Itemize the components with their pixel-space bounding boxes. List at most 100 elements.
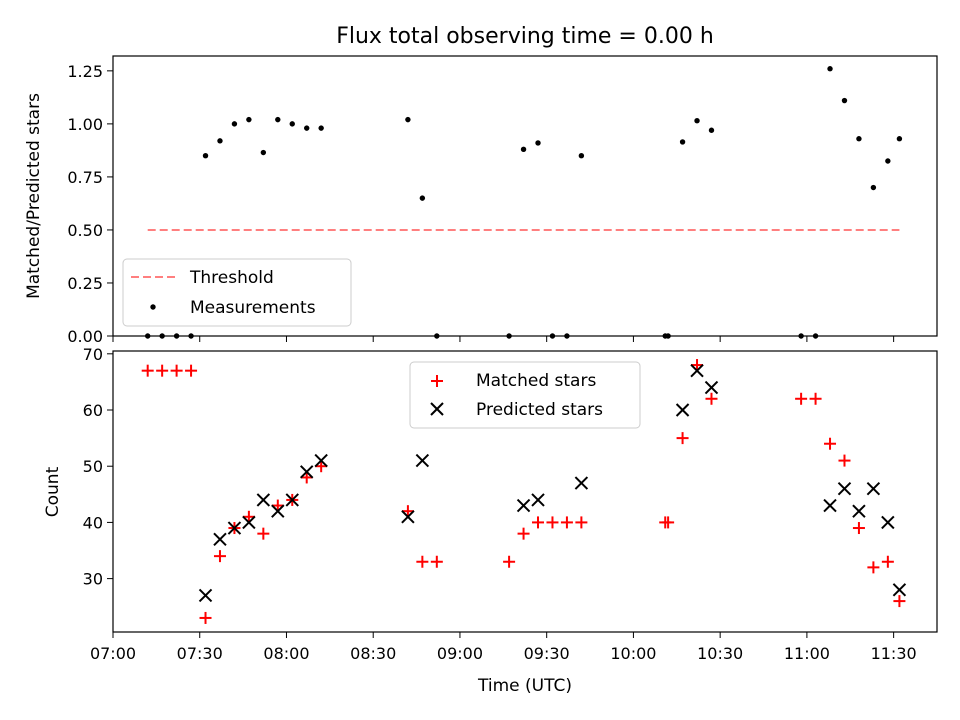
legend-predicted-label: Predicted stars <box>476 400 603 420</box>
predicted-star-point <box>866 481 881 496</box>
measurement-point <box>246 116 252 123</box>
top-y-tick-label: 1.25 <box>67 62 103 81</box>
predicted-star-stroke <box>574 476 589 490</box>
matched-star-point <box>838 454 851 467</box>
predicted-star-stroke <box>852 504 866 518</box>
predicted-star-point <box>531 493 545 507</box>
legend-threshold-label: Threshold <box>189 268 274 288</box>
matched-star-point <box>430 555 443 568</box>
matched-star-point <box>401 505 414 518</box>
top-x-ticks <box>112 336 895 342</box>
measurement-point <box>827 66 833 72</box>
bottom-plot-frame <box>112 350 938 633</box>
predicted-star-stroke <box>837 481 852 496</box>
measurement-point <box>419 195 426 201</box>
predicted-star-point <box>675 403 690 417</box>
predicted-star-stroke <box>531 493 545 507</box>
measurement-point <box>304 125 310 131</box>
predicted-star-stroke <box>300 465 314 479</box>
bottom-legend-box <box>409 361 641 429</box>
matched-star-point <box>315 460 328 473</box>
top-y-tick-label: 0.00 <box>67 327 103 346</box>
predicted-star-point <box>892 583 907 597</box>
top-y-tick-label: 0.50 <box>67 221 103 240</box>
measurement-point <box>405 116 411 123</box>
predicted-star-stroke <box>401 510 415 524</box>
top-plot-frame <box>112 55 938 337</box>
matched-star-point <box>170 364 183 377</box>
matched-star-point <box>705 392 718 405</box>
predicted-star-stroke <box>415 453 430 468</box>
legend-matched-label: Matched stars <box>476 371 596 391</box>
measurement-point <box>679 139 686 145</box>
bottom-x-tick-label: 10:30 <box>697 644 743 663</box>
legend-matched-swatch <box>431 375 443 387</box>
predicted-star-point <box>516 498 531 513</box>
bottom-x-tick-label: 11:30 <box>871 644 917 663</box>
predicted-star-point <box>837 481 852 496</box>
measurement-point <box>870 184 877 191</box>
matched-star-point <box>824 437 837 450</box>
matched-star-point <box>809 392 822 405</box>
bottom-x-tick-label: 07:00 <box>90 644 136 663</box>
predicted-star-point <box>213 532 227 546</box>
matched-star-point <box>257 527 270 540</box>
predicted-star-point <box>242 515 256 530</box>
predicted-star-stroke <box>213 532 227 546</box>
measurement-point <box>275 116 281 123</box>
predicted-star-stroke <box>271 504 285 518</box>
x-axis-label: Time (UTC) <box>477 676 572 696</box>
bottom-y-tick-label: 60 <box>83 401 103 420</box>
measurement-point <box>318 125 324 131</box>
predicted-star-point <box>256 493 271 507</box>
predicted-star-point <box>881 515 895 530</box>
matched-star-point <box>560 516 573 529</box>
legend-predicted-swatch <box>430 402 444 416</box>
predicted-stars-points <box>198 363 907 603</box>
matched-star-point <box>517 527 530 540</box>
measurement-point <box>694 117 700 124</box>
predicted-star-point <box>704 380 719 395</box>
predicted-star-stroke <box>227 521 242 535</box>
measurement-point <box>289 121 295 127</box>
matched-star-point <box>185 364 198 377</box>
matched-star-point <box>676 432 689 445</box>
predicted-star-point <box>300 465 314 479</box>
top-y-tick-label: 0.75 <box>67 168 103 187</box>
predicted-star-stroke <box>516 498 531 513</box>
matched-star-point <box>575 516 588 529</box>
matched-star-point <box>881 555 894 568</box>
predicted-star-point <box>690 363 704 378</box>
predicted-star-point <box>415 453 430 468</box>
measurement-point <box>885 158 891 164</box>
predicted-star-stroke <box>198 588 213 603</box>
bottom-y-tick-label: 70 <box>83 345 103 364</box>
measurement-point <box>535 140 541 146</box>
matched-star-point <box>156 364 169 377</box>
matched-star-point <box>503 555 516 568</box>
predicted-star-point <box>314 453 328 468</box>
predicted-star-point <box>401 510 415 524</box>
matched-star-point <box>867 561 880 574</box>
matched-star-point <box>795 392 808 405</box>
measurement-point <box>578 152 585 159</box>
chart-title: Flux total observing time = 0.00 h <box>336 24 714 49</box>
measurement-point <box>841 97 848 104</box>
legend-measurements-swatch <box>150 304 156 310</box>
top-y-ticks: 0.00 0.25 0.50 0.75 1.00 1.25 <box>67 62 113 346</box>
matched-star-point <box>893 595 906 608</box>
matched-star-point <box>691 359 704 372</box>
predicted-star-stroke <box>242 515 256 530</box>
predicted-star-stroke <box>823 498 837 513</box>
measurement-point <box>856 136 862 142</box>
predicted-star-stroke <box>892 583 907 597</box>
bottom-panel: Count Time (UTC) 30 40 50 60 70 07:00 07:30 08… <box>43 345 938 696</box>
bottom-legend: Matched stars Predicted stars <box>409 361 641 429</box>
matched-star-point <box>532 516 545 529</box>
predicted-star-stroke <box>690 363 704 378</box>
predicted-star-point <box>227 521 242 535</box>
matched-star-point <box>662 516 675 529</box>
measurement-point <box>708 127 715 133</box>
matched-star-point <box>242 510 255 523</box>
